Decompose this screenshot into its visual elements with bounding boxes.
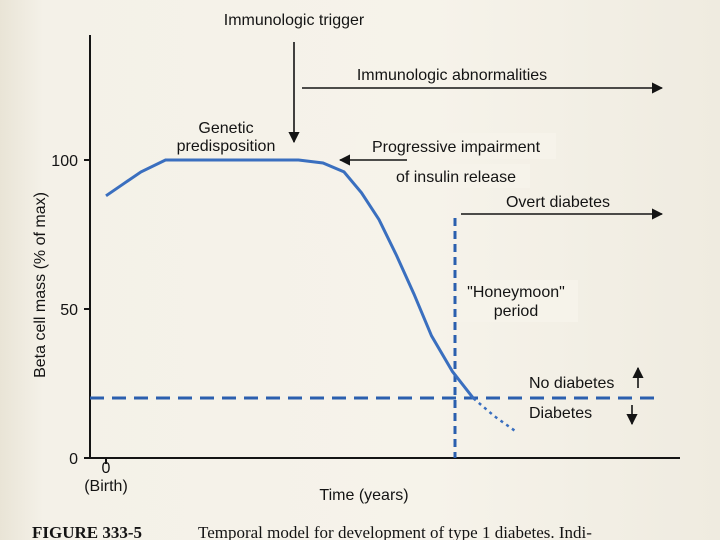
progressive-impairment-label: Progressive impairment — [372, 139, 541, 156]
figure-caption-text: Temporal model for development of type 1… — [198, 523, 592, 540]
figure-caption-label: FIGURE 333-5 — [32, 523, 142, 540]
honeymoon-label-2: period — [494, 303, 538, 320]
x-tick-label-birth: (Birth) — [84, 478, 128, 495]
insulin-release-box — [380, 164, 530, 188]
overt-diabetes-label: Overt diabetes — [506, 194, 610, 211]
insulin-release-label: of insulin release — [396, 169, 516, 186]
y-tick-label-50: 50 — [60, 302, 78, 319]
immunologic-abnormalities-label: Immunologic abnormalities — [357, 67, 547, 84]
diabetes-label: Diabetes — [529, 405, 592, 422]
progressive-impairment-box — [356, 133, 556, 159]
beta-cell-curve — [105, 158, 475, 400]
honeymoon-box — [458, 280, 578, 322]
x-axis-title: Time (years) — [319, 487, 408, 504]
no-diabetes-label: No diabetes — [529, 375, 614, 392]
genetic-predisposition-label-2: predisposition — [177, 138, 276, 155]
x-tick-label-0: 0 — [102, 460, 111, 477]
y-axis-title: Beta cell mass (% of max) — [32, 192, 49, 378]
y-tick-label-0: 0 — [69, 451, 78, 468]
honeymoon-label-1: "Honeymoon" — [467, 284, 565, 301]
genetic-predisposition-label-1: Genetic — [198, 120, 253, 137]
beta-cell-curve-projected — [472, 397, 517, 433]
y-tick-label-100: 100 — [51, 153, 78, 170]
immunologic-trigger-label: Immunologic trigger — [224, 12, 365, 29]
